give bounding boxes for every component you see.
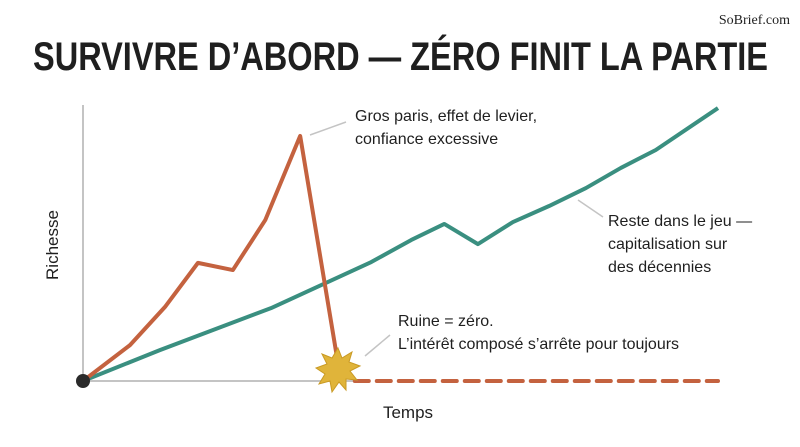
plot [81, 106, 720, 383]
annotation: L’intérêt composé s’arrête pour toujours [398, 336, 679, 353]
annotation: Ruine = zéro. [398, 313, 494, 330]
ruin-burst [314, 346, 362, 394]
leader-line [577, 199, 604, 218]
chart-title: SURVIVRE D’ABORD — ZÉRO FINIT LA PARTIE [33, 34, 768, 79]
annotations: Gros paris, effet de levier, confiance ex… [355, 108, 752, 353]
brand: SoBrief.com [719, 13, 790, 28]
annotation: des décennies [608, 259, 711, 276]
origin-dot [76, 374, 90, 388]
series-line [81, 133, 341, 383]
annotation: Gros paris, effet de levier, [355, 108, 537, 125]
annotation: Reste dans le jeu — [608, 213, 752, 230]
annotation: confiance excessive [355, 131, 498, 148]
leader-line [364, 334, 391, 357]
annotation: capitalisation sur [608, 236, 728, 253]
y-axis-label: Richesse [43, 210, 62, 280]
series-line [82, 106, 720, 383]
x-axis-label: Temps [383, 403, 433, 422]
leader-line [309, 121, 347, 136]
